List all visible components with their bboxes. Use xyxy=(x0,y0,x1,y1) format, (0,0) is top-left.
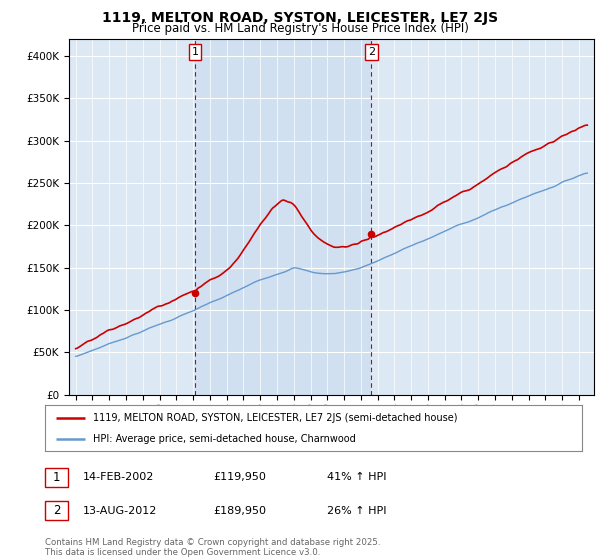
Text: £189,950: £189,950 xyxy=(213,506,266,516)
Text: 2: 2 xyxy=(53,504,60,517)
Text: 41% ↑ HPI: 41% ↑ HPI xyxy=(327,472,386,482)
Text: 1119, MELTON ROAD, SYSTON, LEICESTER, LE7 2JS: 1119, MELTON ROAD, SYSTON, LEICESTER, LE… xyxy=(102,11,498,25)
Text: Contains HM Land Registry data © Crown copyright and database right 2025.
This d: Contains HM Land Registry data © Crown c… xyxy=(45,538,380,557)
Text: 13-AUG-2012: 13-AUG-2012 xyxy=(83,506,157,516)
Text: HPI: Average price, semi-detached house, Charnwood: HPI: Average price, semi-detached house,… xyxy=(94,435,356,444)
Text: 1119, MELTON ROAD, SYSTON, LEICESTER, LE7 2JS (semi-detached house): 1119, MELTON ROAD, SYSTON, LEICESTER, LE… xyxy=(94,413,458,423)
Text: £119,950: £119,950 xyxy=(213,472,266,482)
Text: 1: 1 xyxy=(53,470,60,484)
Bar xyxy=(195,39,371,395)
Text: 14-FEB-2002: 14-FEB-2002 xyxy=(83,472,154,482)
Text: 26% ↑ HPI: 26% ↑ HPI xyxy=(327,506,386,516)
Text: Price paid vs. HM Land Registry's House Price Index (HPI): Price paid vs. HM Land Registry's House … xyxy=(131,22,469,35)
Text: 1: 1 xyxy=(191,47,199,57)
Text: 2: 2 xyxy=(368,47,375,57)
